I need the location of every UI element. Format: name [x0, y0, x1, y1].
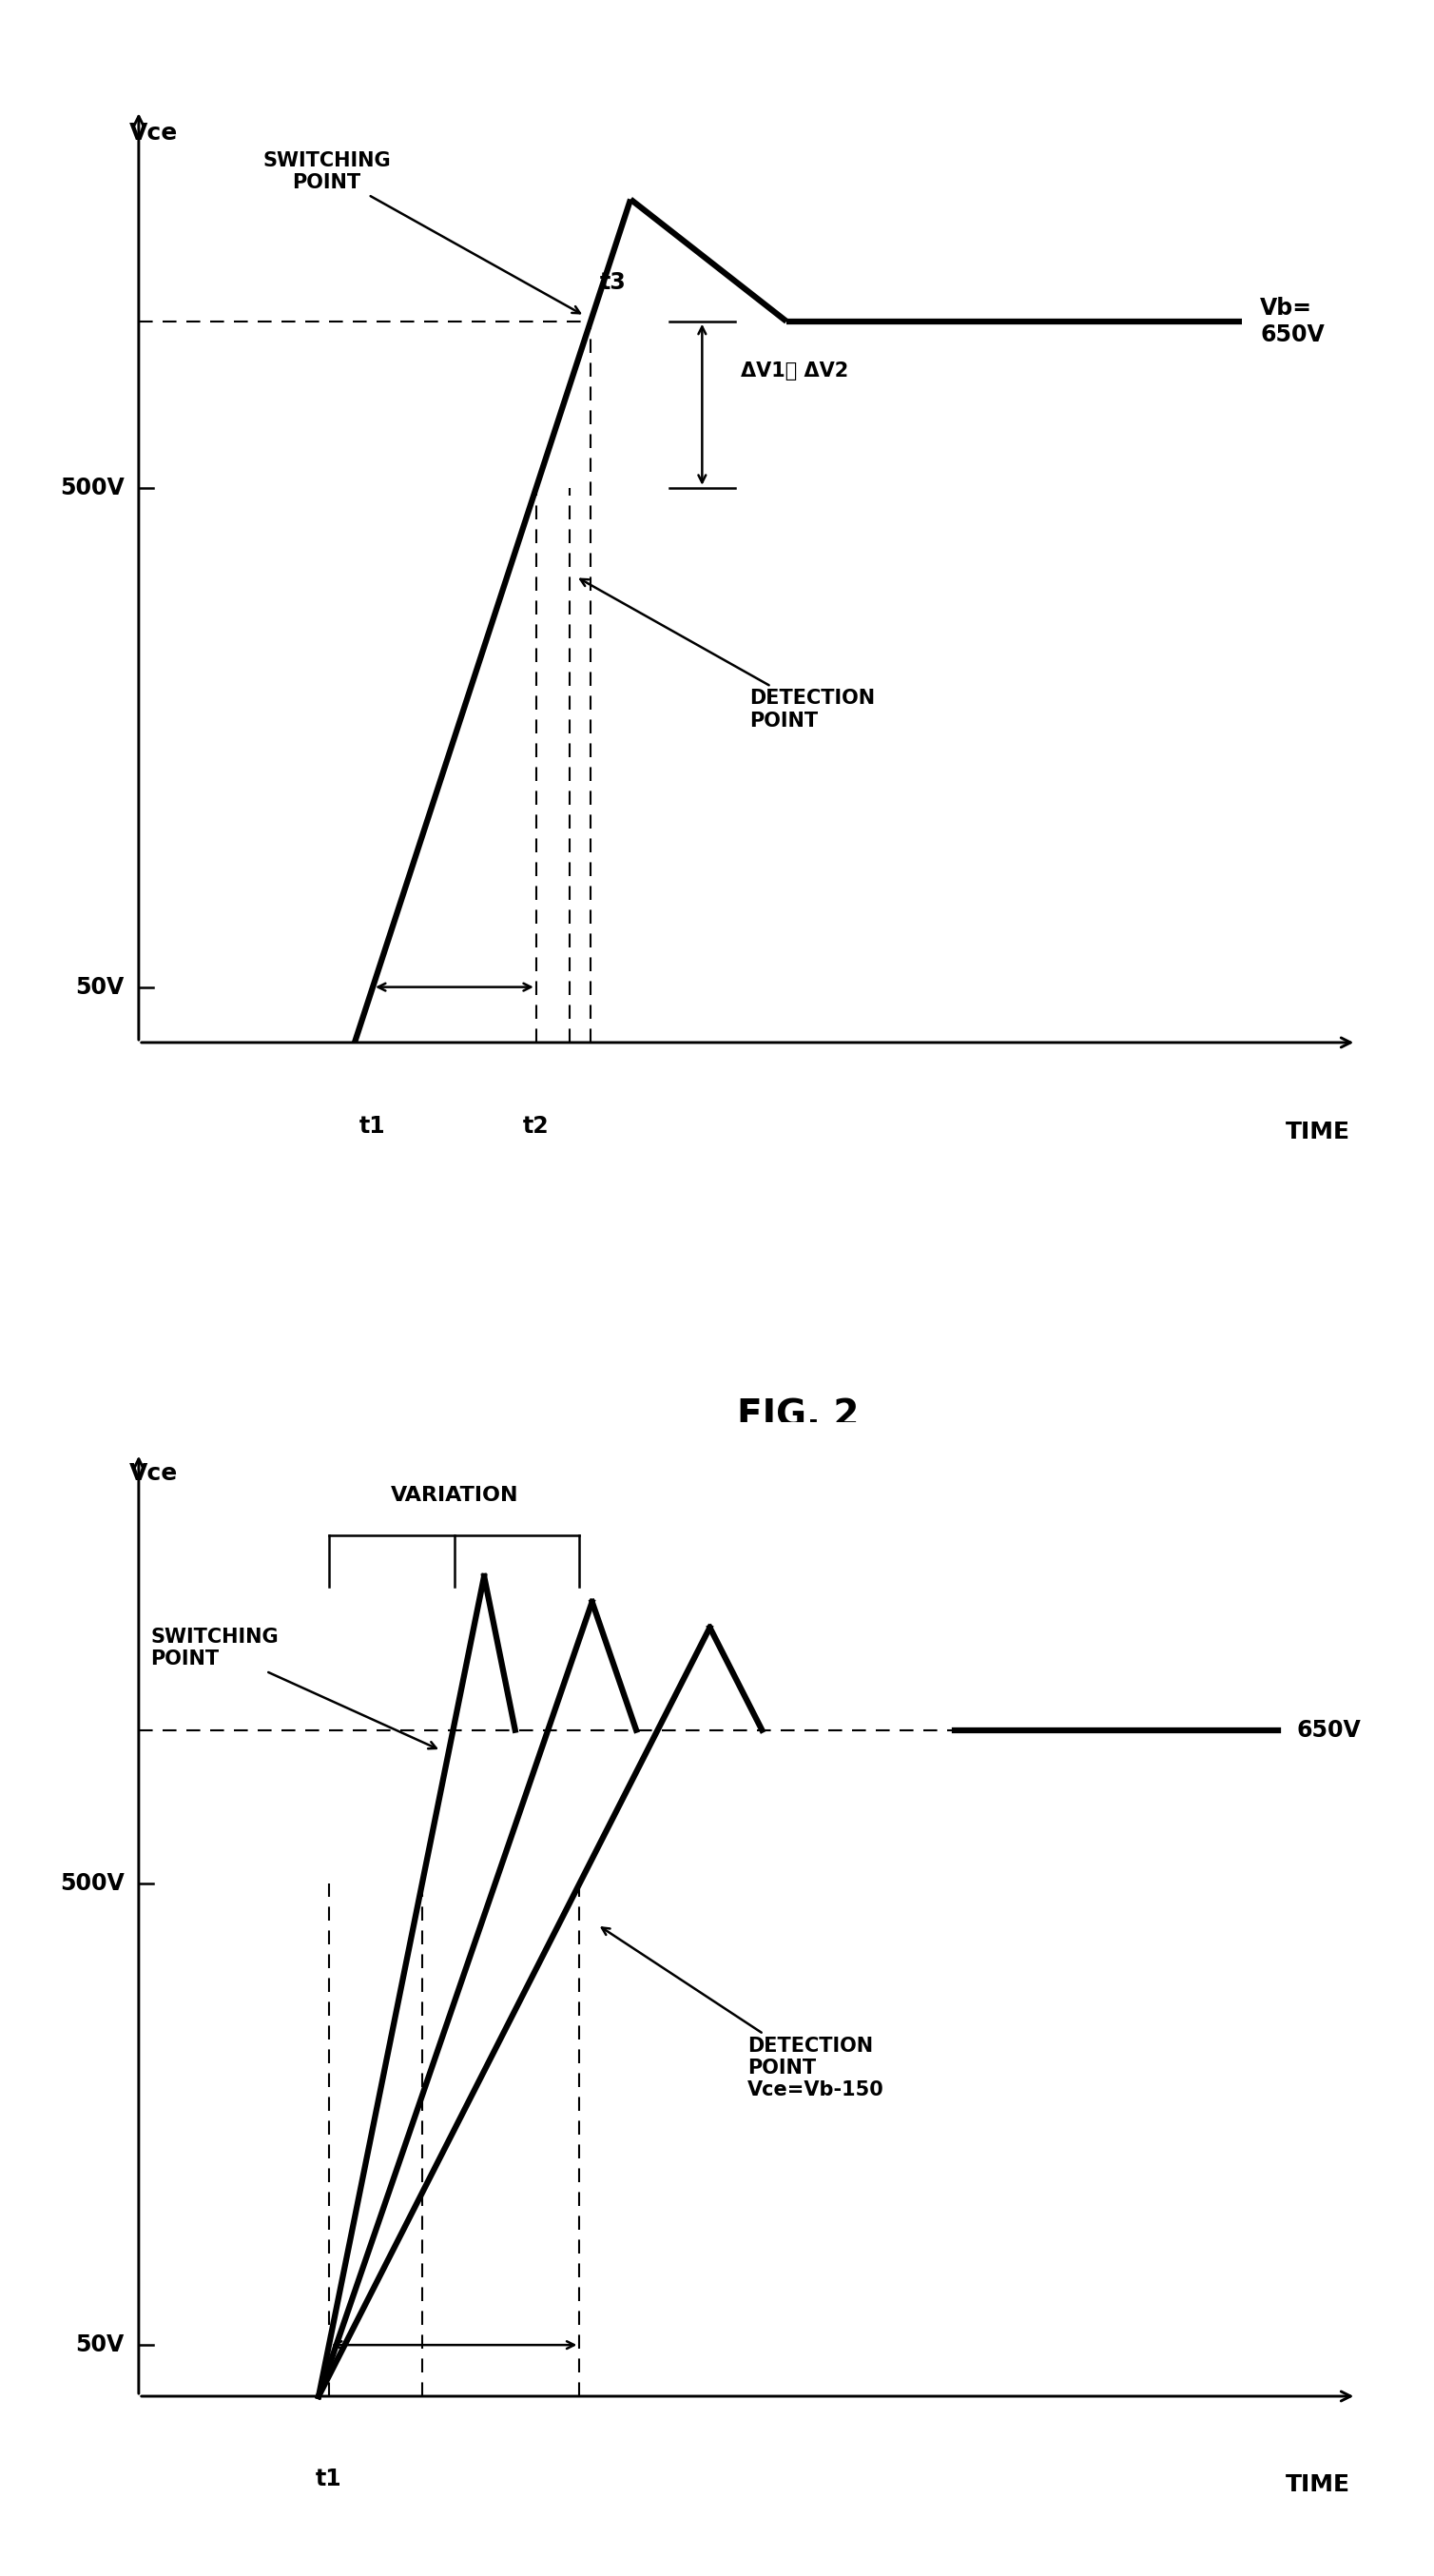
Text: 50V: 50V [76, 976, 125, 999]
Text: 650V: 650V [1296, 1718, 1361, 1741]
Text: t1: t1 [315, 2468, 343, 2491]
Text: t3: t3 [601, 270, 627, 294]
Text: ΔV1， ΔV2: ΔV1， ΔV2 [741, 361, 849, 381]
Text: SWITCHING
POINT: SWITCHING POINT [262, 152, 579, 314]
Text: FIG. 2: FIG. 2 [737, 1399, 859, 1435]
Text: 500V: 500V [60, 477, 125, 500]
Text: SWITCHING
POINT: SWITCHING POINT [151, 1628, 436, 1749]
Text: Vce: Vce [129, 121, 178, 144]
Text: 500V: 500V [60, 1873, 125, 1896]
Text: Vce: Vce [129, 1463, 178, 1486]
Text: DETECTION
POINT
Vce=Vb-150: DETECTION POINT Vce=Vb-150 [602, 1927, 885, 2099]
Text: TIME: TIME [1286, 1121, 1351, 1144]
Text: t2: t2 [523, 1115, 549, 1139]
Text: 50V: 50V [76, 2334, 125, 2357]
Text: DETECTION
POINT: DETECTION POINT [581, 580, 875, 729]
Text: t1: t1 [360, 1115, 386, 1139]
Text: Vb=
650V: Vb= 650V [1260, 296, 1325, 345]
Text: TIME: TIME [1286, 2473, 1351, 2496]
Text: VARIATION: VARIATION [390, 1486, 518, 1504]
